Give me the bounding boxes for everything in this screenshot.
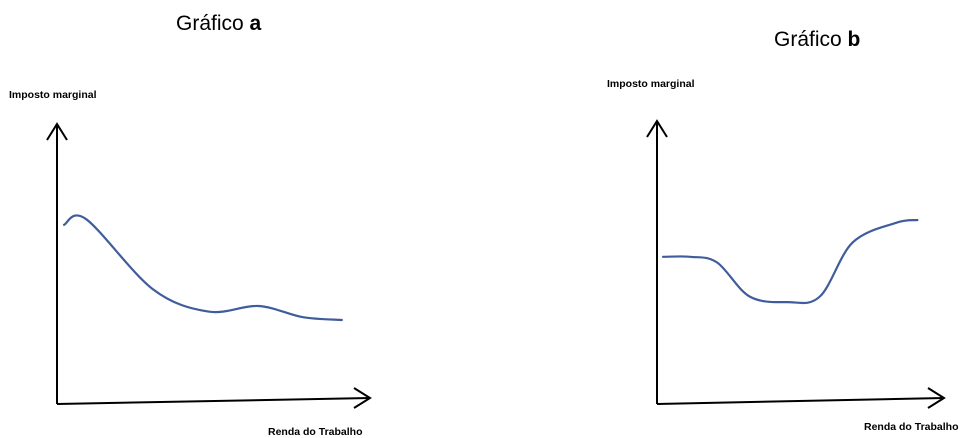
chart-b-series-line xyxy=(663,220,917,303)
chart-b-x-axis xyxy=(657,398,944,404)
chart-a-series-line xyxy=(64,215,342,320)
chart-a-x-axis xyxy=(57,398,370,404)
chart-a-axes xyxy=(47,124,370,408)
chart-b-axes xyxy=(647,121,944,408)
